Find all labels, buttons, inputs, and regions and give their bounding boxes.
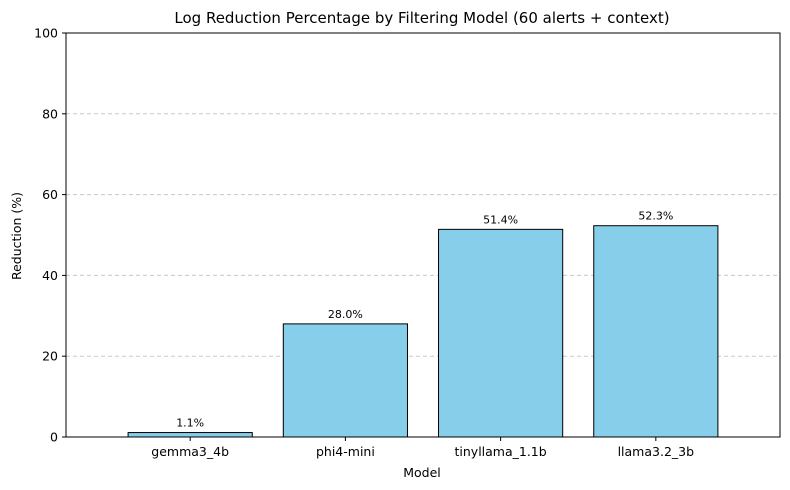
data-label: 1.1% xyxy=(176,417,204,430)
x-tick-label: llama3.2_3b xyxy=(618,444,695,459)
y-tick-label: 60 xyxy=(42,187,58,202)
data-label: 52.3% xyxy=(638,210,673,223)
data-label: 28.0% xyxy=(328,308,363,321)
bar-llama3.2_3b xyxy=(593,225,719,438)
y-tick-label: 40 xyxy=(42,268,58,283)
bar-phi4-mini xyxy=(282,323,408,438)
y-tick-label: 100 xyxy=(34,26,58,41)
plot-frame xyxy=(65,32,781,438)
bar-tinyllama_1.1b xyxy=(438,228,564,438)
x-tick-label: phi4-mini xyxy=(316,444,375,459)
axes xyxy=(65,32,781,438)
bars xyxy=(127,225,719,438)
y-tick-label: 80 xyxy=(42,106,58,121)
x-tick-label: tinyllama_1.1b xyxy=(455,444,547,459)
y-tick-label: 0 xyxy=(50,430,58,445)
x-axis-label: Model xyxy=(403,465,441,480)
x-tick-label: gemma3_4b xyxy=(151,444,229,459)
bar-gemma3_4b xyxy=(127,432,253,438)
tick-labels: gemma3_4b phi4-mini tinyllama_1.1b llama3.2… xyxy=(34,26,694,460)
y-axis-label: Reduction (%) xyxy=(9,192,24,280)
y-tick-label: 20 xyxy=(42,349,58,364)
data-label: 51.4% xyxy=(483,213,518,226)
chart-title: Log Reduction Percentage by Filtering Mo… xyxy=(174,9,669,27)
data-labels: 1.1% 28.0% 51.4% 52.3% xyxy=(176,210,673,430)
